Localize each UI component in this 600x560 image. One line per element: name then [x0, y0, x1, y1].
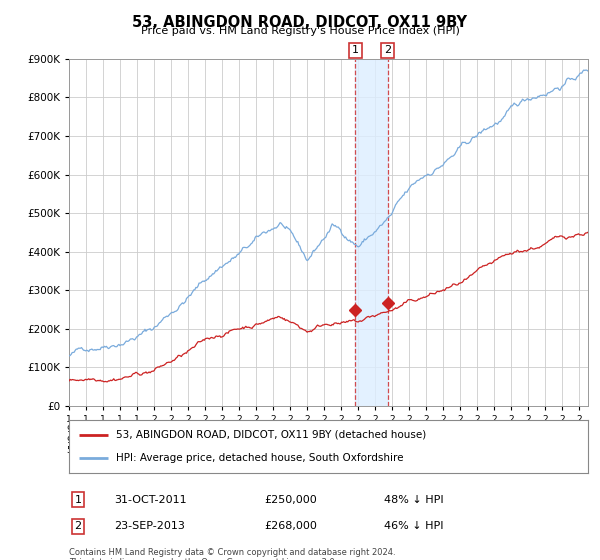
Text: 53, ABINGDON ROAD, DIDCOT, OX11 9BY: 53, ABINGDON ROAD, DIDCOT, OX11 9BY	[133, 15, 467, 30]
Text: 46% ↓ HPI: 46% ↓ HPI	[384, 521, 443, 531]
Text: 2: 2	[384, 45, 391, 55]
Text: 48% ↓ HPI: 48% ↓ HPI	[384, 494, 443, 505]
Text: 31-OCT-2011: 31-OCT-2011	[114, 494, 187, 505]
Text: 2: 2	[74, 521, 82, 531]
Text: 53, ABINGDON ROAD, DIDCOT, OX11 9BY (detached house): 53, ABINGDON ROAD, DIDCOT, OX11 9BY (det…	[116, 430, 426, 440]
Text: £268,000: £268,000	[264, 521, 317, 531]
Text: HPI: Average price, detached house, South Oxfordshire: HPI: Average price, detached house, Sout…	[116, 453, 403, 463]
Text: Contains HM Land Registry data © Crown copyright and database right 2024.
This d: Contains HM Land Registry data © Crown c…	[69, 548, 395, 560]
Bar	[355, 59, 388, 406]
Text: Price paid vs. HM Land Registry's House Price Index (HPI): Price paid vs. HM Land Registry's House …	[140, 26, 460, 36]
Text: 1: 1	[352, 45, 359, 55]
Text: 1: 1	[74, 494, 82, 505]
Text: £250,000: £250,000	[264, 494, 317, 505]
Text: 23-SEP-2013: 23-SEP-2013	[114, 521, 185, 531]
